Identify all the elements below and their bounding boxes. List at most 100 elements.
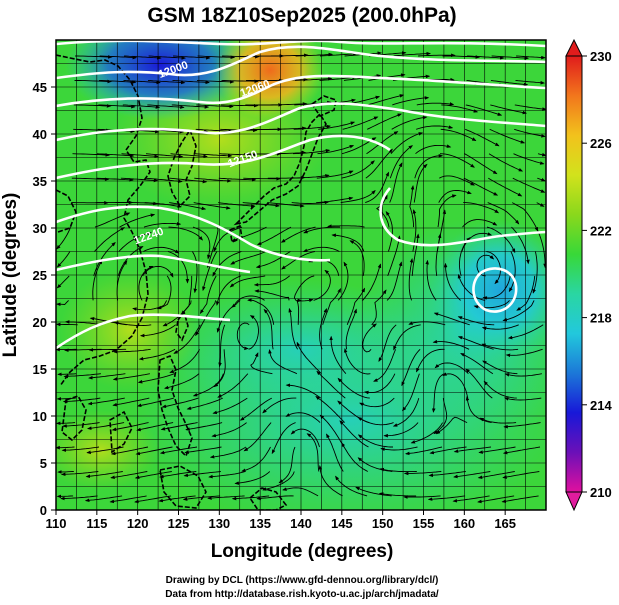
colorbar-bottom-arrow [565,491,583,512]
streamline [367,94,405,106]
streamline [87,397,125,406]
streamline [341,160,375,179]
streamline [221,79,259,83]
lat-tick-label: 0 [40,503,47,518]
streamline [318,121,356,130]
streamline [56,494,74,499]
streamline [231,495,270,501]
streamline [278,446,296,484]
streamline [327,224,365,228]
streamline [209,446,247,459]
lon-tick-label: 135 [249,516,271,531]
streamline [85,471,123,478]
streamline [168,226,203,241]
streamline [169,177,208,184]
streamline [501,495,539,504]
lon-tick-label: 150 [372,516,394,531]
streamline [169,202,207,211]
streamline [457,316,495,326]
streamline [147,104,185,109]
streamline [136,397,174,408]
streamline [343,348,371,375]
streamline [319,308,327,350]
streamline [481,343,519,351]
lat-tick-label: 45 [33,80,47,95]
streamline [453,446,492,453]
streamline [62,397,101,404]
streamline [410,422,443,444]
x-axis-label: Longitude (degrees) [211,541,394,562]
height-contour-line [56,74,546,108]
streamline [282,487,319,497]
streamline [316,170,354,179]
streamline [56,251,71,268]
streamline [290,428,320,448]
streamline [362,323,377,353]
colorbar-tick-label: 214 [590,398,612,413]
streamline [462,219,498,228]
streamline [156,275,172,310]
streamline [138,265,154,301]
streamline [393,51,431,57]
streamline [192,226,211,260]
streamline [192,251,198,294]
streamline [94,212,131,228]
streamline [285,412,321,423]
streamline [193,202,231,210]
streamline [158,495,196,503]
height-contour-line [56,205,331,262]
lat-tick-label: 20 [33,315,47,330]
streamline [206,227,219,269]
streamline [392,96,430,106]
streamline [222,54,260,59]
streamline [482,360,518,375]
streamline [319,414,345,448]
streamline [365,148,393,179]
streamline [213,349,226,388]
map-gridlines [56,40,546,510]
streamline [502,471,540,479]
colorbar-top-arrow [565,38,583,57]
streamline [337,377,370,399]
streamline [442,372,469,399]
lat-tick-label: 40 [33,127,47,142]
streamline [505,348,543,358]
streamline [536,202,545,207]
temperature-field-lime-southwest [56,410,160,490]
colorbar-tick-label: 230 [590,49,612,64]
streamline [192,373,224,397]
streamline [234,471,271,485]
streamline [56,322,78,327]
streamline [401,348,421,387]
streamline [516,55,546,60]
streamline [293,275,315,303]
streamline [196,104,234,109]
lat-tick-label: 35 [33,174,47,189]
streamline [56,397,76,401]
streamline [148,55,186,60]
coastline-sulawesi [159,465,207,509]
streamline [408,321,446,326]
streamline [437,194,457,228]
streamline [316,370,346,399]
coastline-indochina [61,395,87,442]
streamline [145,153,184,159]
streamline [172,79,210,85]
streamline [320,52,358,57]
streamline [285,383,322,399]
streamline [98,79,137,84]
streamline [345,308,357,350]
streamline [73,128,111,133]
streamline [467,55,505,60]
streamline [111,446,149,456]
streamline [457,273,486,301]
streamline [229,275,266,288]
coastline-new-guinea-west [248,487,288,510]
streamline [56,421,76,426]
streamline [159,446,198,455]
streamline [213,226,243,253]
streamline [180,275,193,315]
streamline [139,324,176,338]
streamline [427,495,466,501]
